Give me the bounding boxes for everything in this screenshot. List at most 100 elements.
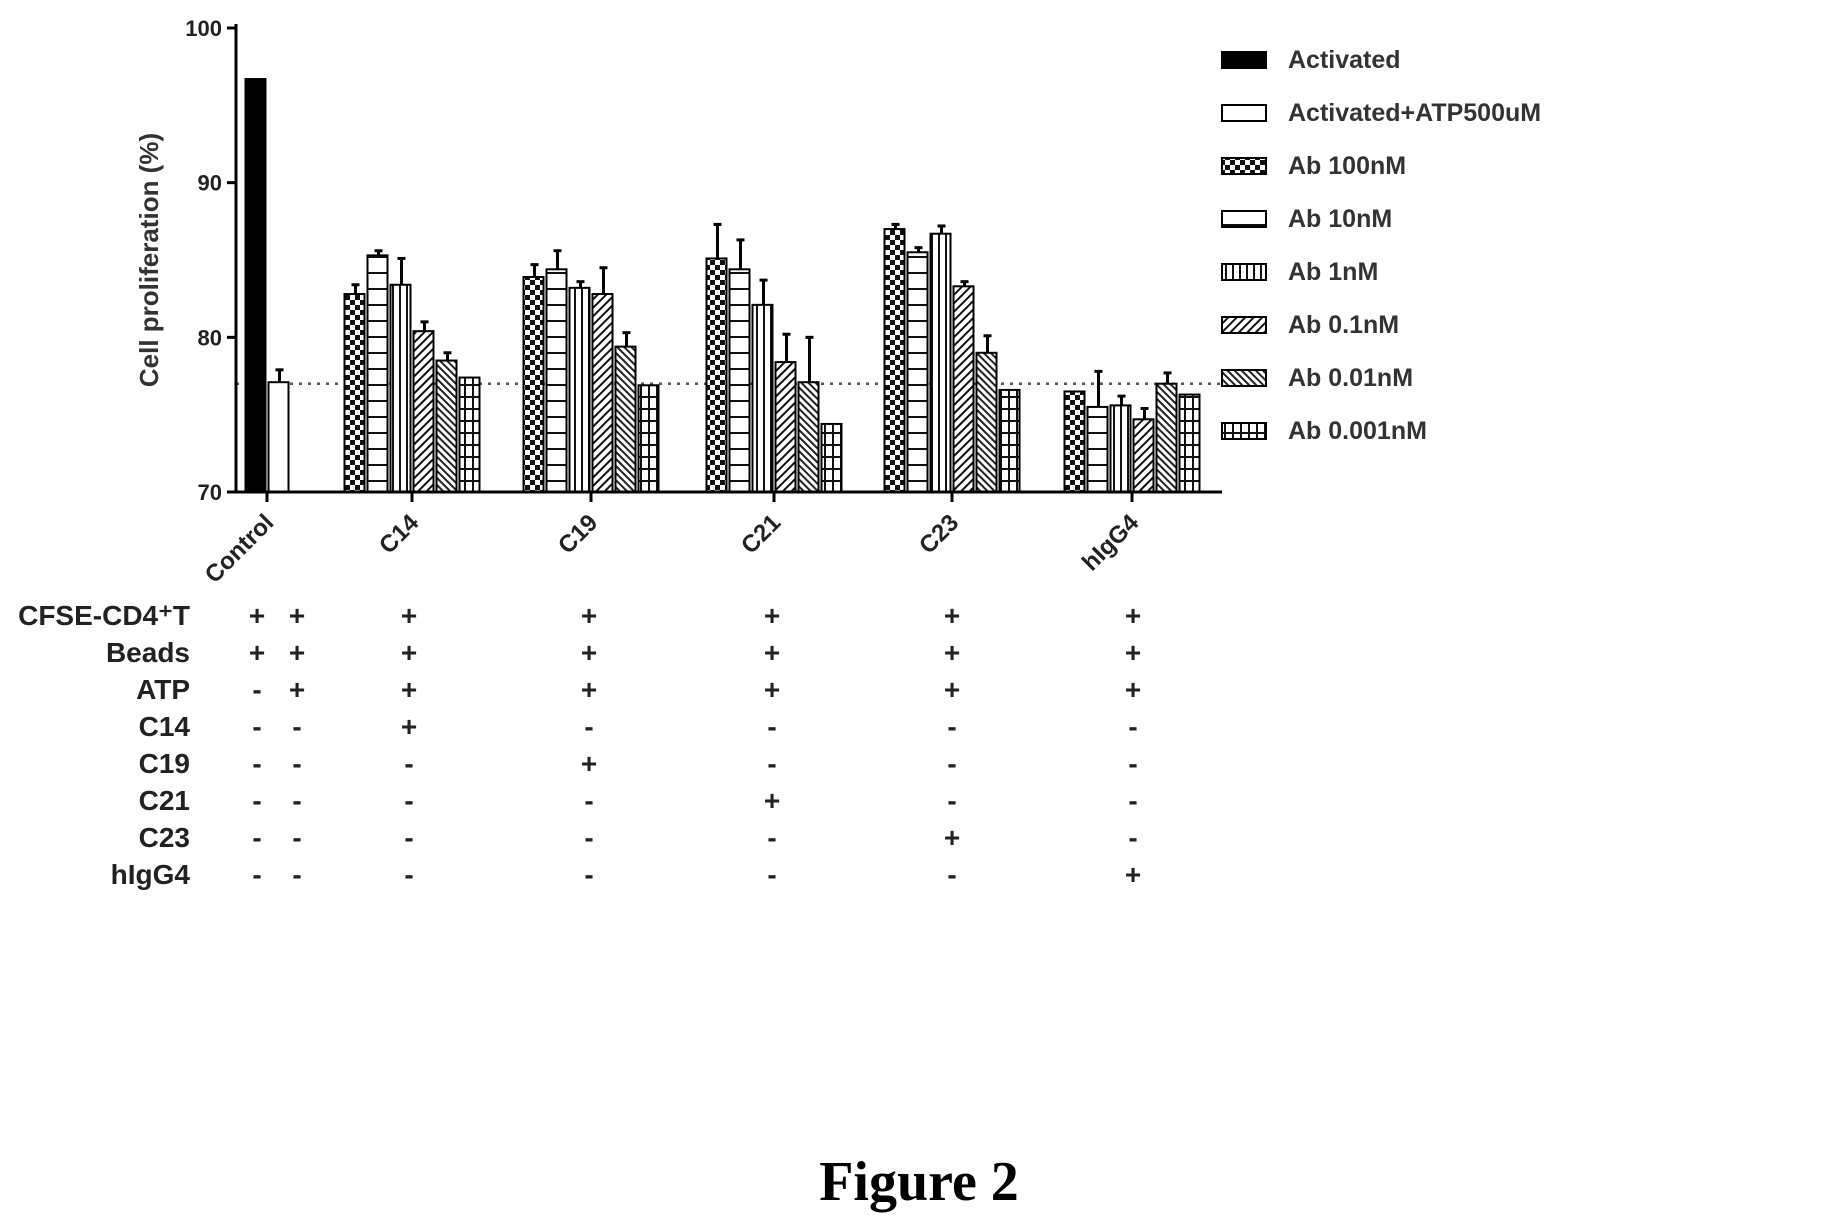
bar xyxy=(458,376,481,493)
condition-mark: - xyxy=(404,748,413,779)
condition-mark: - xyxy=(584,785,593,816)
condition-mark: + xyxy=(401,637,417,668)
condition-mark: + xyxy=(581,637,597,668)
bar xyxy=(435,359,458,493)
bar xyxy=(389,283,412,493)
bar xyxy=(244,78,267,493)
bar xyxy=(1086,405,1109,493)
bar xyxy=(545,268,568,493)
bar xyxy=(591,293,614,493)
bar xyxy=(975,351,998,493)
axes-layer: 70 80 90 100 Control C14 C19 C21 C23 hIgG4 Cell pr… xyxy=(134,16,1222,589)
condition-mark: - xyxy=(1128,822,1137,853)
bar xyxy=(1178,393,1201,493)
condition-mark: - xyxy=(252,711,261,742)
legend-label: Ab 100nM xyxy=(1288,152,1406,180)
condition-mark: - xyxy=(1128,711,1137,742)
bar xyxy=(1155,382,1178,494)
bars-layer xyxy=(244,78,1201,494)
legend-swatch xyxy=(1221,422,1267,440)
condition-mark: - xyxy=(767,822,776,853)
condition-mark: - xyxy=(292,711,301,742)
bar xyxy=(820,422,843,493)
legend-swatch xyxy=(1221,369,1267,387)
condition-mark: + xyxy=(944,822,960,853)
bar xyxy=(797,381,820,494)
condition-mark: - xyxy=(252,859,261,890)
legend-label: Ab 0.001nM xyxy=(1288,417,1427,445)
bar xyxy=(952,285,975,493)
bar xyxy=(728,268,751,493)
condition-mark: + xyxy=(764,600,780,631)
legend-swatch xyxy=(1221,316,1267,334)
condition-mark: - xyxy=(404,822,413,853)
legend-label: Activated+ATP500uM xyxy=(1288,99,1541,127)
x-tick-label: C19 xyxy=(553,509,603,559)
condition-row-label: ATP xyxy=(136,674,190,705)
legend-label: Activated xyxy=(1288,46,1401,74)
condition-mark: + xyxy=(944,600,960,631)
conditions-table: CFSE-CD4⁺TBeadsATPC14C19C21C23hIgG4++---… xyxy=(18,600,1141,890)
condition-mark: + xyxy=(249,600,265,631)
condition-mark: - xyxy=(292,785,301,816)
bar xyxy=(751,303,774,493)
bar xyxy=(614,345,637,494)
condition-mark: + xyxy=(944,674,960,705)
legend-swatch xyxy=(1221,104,1267,122)
condition-mark: - xyxy=(767,859,776,890)
condition-row-label: C19 xyxy=(139,748,190,779)
condition-mark: - xyxy=(252,785,261,816)
condition-mark: - xyxy=(584,711,593,742)
bar xyxy=(929,232,952,493)
condition-mark: - xyxy=(947,748,956,779)
condition-row-label: C14 xyxy=(139,711,191,742)
x-tick-label: Control xyxy=(200,509,279,588)
bar xyxy=(906,251,929,493)
condition-row-label: CFSE-CD4⁺T xyxy=(18,600,190,631)
bar xyxy=(568,286,591,493)
condition-mark: + xyxy=(1125,859,1141,890)
condition-mark: + xyxy=(581,674,597,705)
y-tick-label: 80 xyxy=(198,325,222,350)
bar xyxy=(1063,390,1086,494)
legend-swatch xyxy=(1221,210,1267,228)
bar xyxy=(1109,404,1132,493)
condition-mark: - xyxy=(767,711,776,742)
condition-mark: - xyxy=(947,785,956,816)
condition-mark: + xyxy=(1125,600,1141,631)
condition-mark: - xyxy=(767,748,776,779)
x-tick-label: C23 xyxy=(914,509,964,559)
condition-mark: - xyxy=(252,822,261,853)
condition-mark: - xyxy=(252,748,261,779)
legend-swatch xyxy=(1221,263,1267,281)
bar xyxy=(883,228,906,493)
legend: Activated Activated+ATP500uM Ab 100nM Ab 10… xyxy=(1221,46,1541,445)
condition-mark: + xyxy=(289,600,305,631)
bar xyxy=(343,293,366,493)
legend-label: Ab 1nM xyxy=(1288,258,1378,286)
bar xyxy=(637,384,660,493)
legend-swatch xyxy=(1221,157,1267,175)
bar xyxy=(522,276,545,493)
bar xyxy=(705,257,728,493)
condition-mark: - xyxy=(252,674,261,705)
legend-label: Ab 0.01nM xyxy=(1288,364,1413,392)
bar xyxy=(774,361,797,493)
x-tick-label: C21 xyxy=(736,509,786,559)
condition-mark: - xyxy=(292,822,301,853)
x-tick-label: hIgG4 xyxy=(1077,509,1145,577)
y-axis-title: Cell proliferation (%) xyxy=(134,133,164,387)
bar-chart: 70 80 90 100 Control C14 C19 C21 C23 hIgG4 Cell pr… xyxy=(18,16,1541,890)
condition-mark: - xyxy=(404,859,413,890)
condition-mark: + xyxy=(401,600,417,631)
condition-mark: + xyxy=(1125,674,1141,705)
condition-mark: - xyxy=(292,748,301,779)
condition-row-label: Beads xyxy=(106,637,190,668)
condition-mark: + xyxy=(581,748,597,779)
condition-mark: - xyxy=(584,822,593,853)
bar xyxy=(366,254,389,493)
legend-swatch xyxy=(1221,51,1267,69)
condition-mark: + xyxy=(289,674,305,705)
condition-row-label: C21 xyxy=(139,785,190,816)
condition-row-label: C23 xyxy=(139,822,190,853)
